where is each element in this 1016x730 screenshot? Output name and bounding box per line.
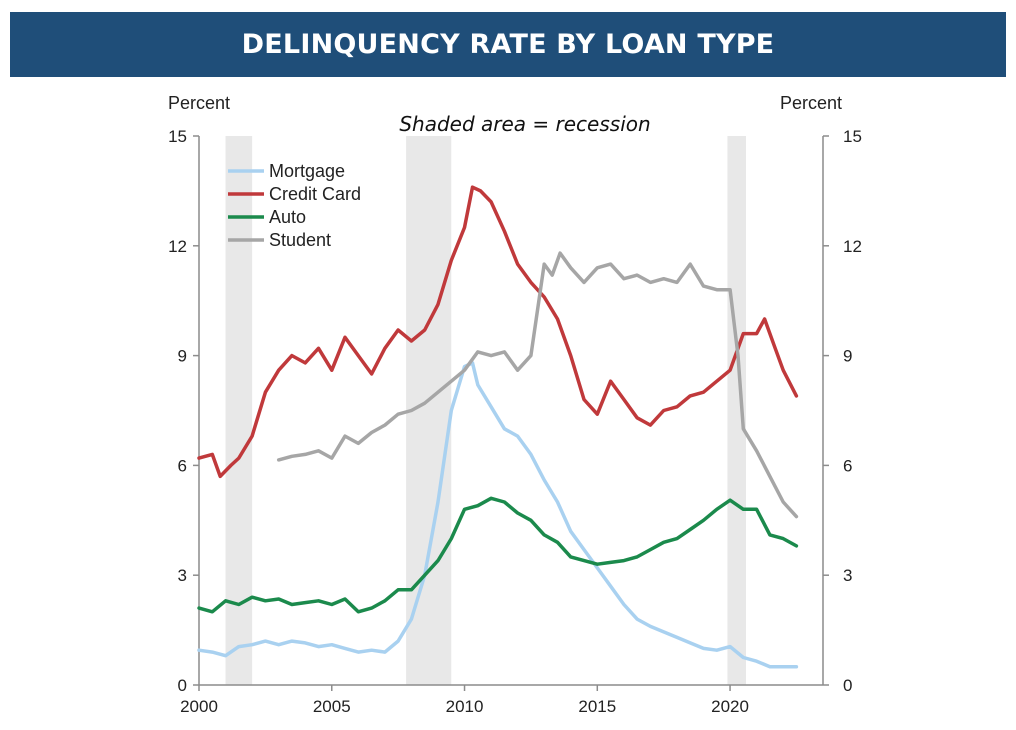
recession-band-2 xyxy=(727,136,746,685)
right-y-tick-label-3: 9 xyxy=(843,347,852,366)
right-y-tick-label-5: 15 xyxy=(843,127,862,146)
legend-label-mortgage: Mortgage xyxy=(269,161,345,181)
series-group xyxy=(197,185,799,669)
x-tick-label-0: 2000 xyxy=(180,697,218,716)
series-line-auto xyxy=(197,496,799,614)
left-y-tick-label-1: 3 xyxy=(178,566,187,585)
left-axis-unit-label: Percent xyxy=(168,93,230,113)
right-y-tick-label-4: 12 xyxy=(843,237,862,256)
recession-shading-group xyxy=(225,136,746,685)
left-y-tick-label-0: 0 xyxy=(178,676,187,695)
axes-group: 0 0 3 3 6 6 9 9 12 12 15 15 2000 2005 2010 2015 2020 xyxy=(168,127,862,716)
recession-note: Shaded area = recession xyxy=(399,112,650,136)
x-tick-label-1: 2005 xyxy=(313,697,351,716)
recession-band-0 xyxy=(225,136,253,685)
left-y-tick-label-4: 12 xyxy=(168,237,187,256)
series-line-credit-card xyxy=(197,185,799,479)
legend-label-auto: Auto xyxy=(269,207,306,227)
series-line-mortgage xyxy=(197,361,799,669)
legend-label-credit-card: Credit Card xyxy=(269,184,361,204)
chart-title: DELINQUENCY RATE BY LOAN TYPE xyxy=(241,29,775,60)
right-y-tick-label-0: 0 xyxy=(843,676,852,695)
x-tick-label-3: 2015 xyxy=(578,697,616,716)
legend: Mortgage Credit Card Auto Student xyxy=(228,161,361,250)
right-y-tick-label-2: 6 xyxy=(843,456,852,475)
left-y-tick-label-3: 9 xyxy=(178,347,187,366)
left-y-tick-label-2: 6 xyxy=(178,456,187,475)
legend-label-student: Student xyxy=(269,230,331,250)
left-y-tick-label-5: 15 xyxy=(168,127,187,146)
x-tick-label-4: 2020 xyxy=(711,697,749,716)
title-banner: DELINQUENCY RATE BY LOAN TYPE xyxy=(10,12,1006,77)
right-y-tick-label-1: 3 xyxy=(843,566,852,585)
x-tick-label-2: 2010 xyxy=(446,697,484,716)
right-axis-unit-label: Percent xyxy=(780,93,842,113)
series-line-student xyxy=(276,251,799,519)
